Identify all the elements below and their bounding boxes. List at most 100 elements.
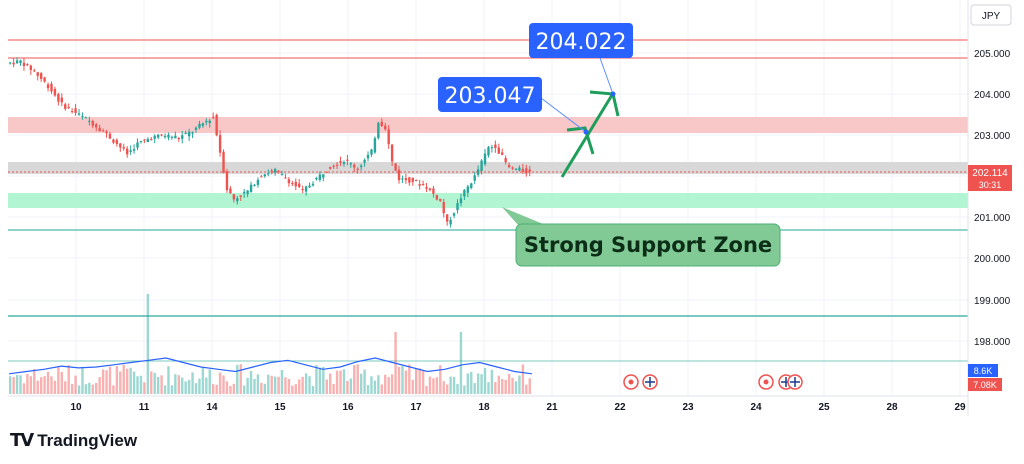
candle-body (160, 134, 163, 136)
volume-bar (50, 376, 53, 394)
volume-bar (225, 381, 229, 394)
arrow-head-lower (566, 126, 595, 155)
volume-bar (456, 383, 459, 394)
flag-cross-3 (790, 377, 800, 387)
volume-bar (177, 375, 180, 394)
volume-bar (174, 374, 177, 394)
candle-body (122, 147, 125, 149)
candle-body (74, 108, 77, 113)
volume-bar (291, 385, 294, 394)
volume-bar (191, 372, 194, 394)
volume-bar (263, 383, 267, 394)
candle-body (225, 171, 229, 191)
candle-body (91, 121, 94, 126)
volume-bar (483, 367, 487, 394)
volume-bar (366, 385, 370, 394)
volume-bar (528, 378, 531, 394)
candle-body (119, 143, 122, 148)
candle-body (143, 139, 146, 141)
target-1-leader (536, 94, 587, 133)
candle-body (397, 169, 401, 181)
volume-bar (115, 366, 119, 394)
candle-body (270, 170, 273, 172)
volume-bar (463, 385, 466, 394)
volume-bar (466, 373, 470, 394)
volume-bar (332, 383, 335, 394)
candle-body (518, 167, 521, 171)
candle-body (390, 144, 394, 162)
candle-body (239, 195, 242, 197)
volume-bar (277, 376, 280, 394)
currency-label: JPY (982, 11, 1001, 22)
volume-last-box (968, 378, 1002, 391)
candle-body (318, 174, 322, 180)
candle-body (528, 169, 531, 172)
event-dot-2 (763, 379, 769, 385)
support-label: Strong Support Zone (524, 233, 772, 257)
candle-body (50, 83, 53, 92)
volume-bar (346, 380, 349, 394)
x-tick-label: 28 (886, 402, 898, 413)
volume-ma-box (968, 364, 998, 377)
volume-bar (153, 372, 156, 394)
candle-body (415, 179, 418, 181)
volume-bar (201, 367, 205, 394)
volume-bar (356, 364, 359, 394)
support-callout[interactable]: Strong Support Zone (502, 207, 781, 267)
volume-bar (459, 332, 463, 394)
candle-body (501, 152, 504, 155)
candle-body (301, 189, 304, 191)
volume-bar (497, 375, 500, 394)
event-markers[interactable] (623, 374, 803, 390)
candle-body (494, 144, 497, 149)
volume-bar (39, 377, 43, 394)
candle-body (401, 178, 404, 180)
volume-bar (222, 375, 225, 394)
volume-bar (287, 378, 291, 394)
candle-body (311, 183, 315, 186)
last-price-label: 202.114 30:31 (968, 165, 1012, 191)
tradingview-logo[interactable]: TV TradingView (10, 430, 137, 451)
volume-bar (339, 370, 342, 394)
candle-body (174, 135, 177, 139)
candle-body (428, 188, 432, 190)
volume-bar (229, 385, 232, 394)
volume-bar (101, 369, 105, 394)
candle-body (497, 147, 500, 154)
candle-body (150, 138, 153, 140)
support-pointer (502, 207, 548, 226)
candle-body (125, 148, 129, 155)
volume-bar (88, 382, 91, 394)
candle-body (129, 150, 132, 152)
candle-body (146, 138, 150, 143)
volume-bar (490, 369, 494, 394)
currency-badge[interactable]: JPY (970, 4, 1012, 26)
volume-bar (36, 380, 39, 394)
candle-body (232, 194, 236, 200)
volume-bar (43, 376, 46, 394)
volume-bar (150, 371, 153, 394)
volume-bar (418, 368, 421, 394)
target-2-callout[interactable]: 204.022 (529, 23, 633, 58)
volume-bar (29, 376, 33, 394)
volume-bar (187, 379, 191, 394)
y-tick-label: 203.000 (974, 131, 1011, 142)
candle-body (112, 139, 115, 143)
volume-bar (401, 366, 404, 394)
volume-bar (384, 374, 387, 394)
candle-body (404, 178, 408, 181)
candle-body (263, 174, 267, 177)
candle-body (377, 122, 380, 139)
y-tick-label: 199.000 (974, 296, 1011, 307)
current-price-zone (8, 162, 968, 174)
volume-bar (449, 376, 452, 394)
volume-bar (194, 383, 198, 394)
volume-bar (236, 364, 239, 394)
volume-bar (112, 385, 115, 394)
candle-body (322, 174, 325, 178)
candle-body (229, 188, 232, 194)
target-1-callout[interactable]: 203.047 (438, 77, 542, 112)
candle-body (445, 214, 449, 222)
volume-bar (428, 376, 432, 394)
